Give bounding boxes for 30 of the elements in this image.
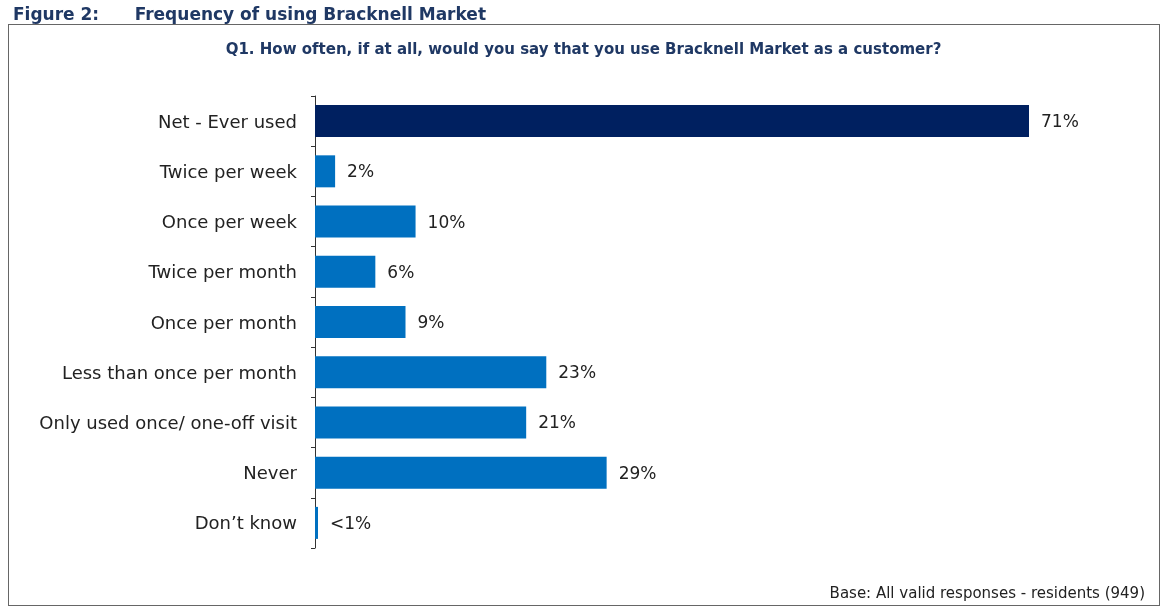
bar (315, 105, 1029, 138)
bar (315, 306, 406, 338)
bar (315, 406, 527, 439)
chart-subtitle: Q1. How often, if at all, would you say that you use Bracknell Market as a customer? (225, 39, 942, 58)
y-tick-label: Twice per week (158, 160, 298, 182)
y-tick-label: Less than once per month (61, 361, 297, 383)
data-label: 23% (558, 362, 597, 383)
y-tick-label: Once per week (161, 211, 298, 233)
chart-title: Figure 2: Frequency of using Bracknell Market (13, 3, 487, 24)
y-tick-label: Once per month (150, 311, 297, 333)
bar (315, 255, 376, 288)
data-label: 71% (1041, 111, 1079, 132)
data-label: <1% (330, 512, 372, 533)
y-tick-label: Net - Ever used (157, 110, 297, 132)
data-label: 10% (427, 211, 466, 232)
bar (315, 205, 416, 238)
text: Base: All valid responses - residents (949) (829, 583, 1145, 602)
bar (315, 155, 336, 188)
data-label: 6% (387, 261, 415, 282)
data-label: 2% (347, 161, 375, 182)
data-label: 9% (417, 312, 445, 332)
y-tick-label: Never (243, 462, 298, 484)
y-tick-label: Twice per month (147, 261, 297, 283)
bar (315, 506, 319, 539)
bar (315, 456, 607, 489)
bar (315, 356, 547, 389)
data-label: 21% (538, 412, 576, 433)
data-label: 29% (618, 462, 657, 483)
y-tick-label: Only used once/ one-off visit (39, 411, 297, 433)
y-tick-label: Don’t know (194, 512, 297, 534)
